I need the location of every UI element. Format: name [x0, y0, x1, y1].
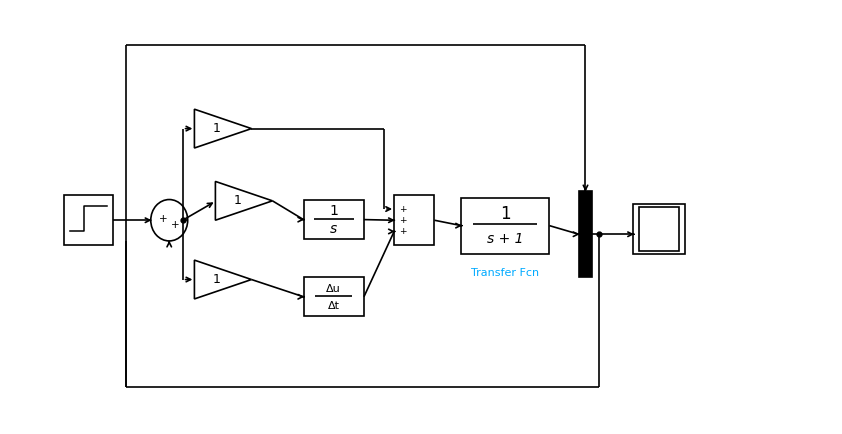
Text: 1: 1 [212, 122, 220, 135]
Bar [633, 204, 685, 253]
Text: 1: 1 [500, 204, 510, 223]
Bar [64, 195, 113, 245]
Bar [461, 197, 549, 253]
Ellipse shape [151, 200, 188, 241]
Text: 1: 1 [233, 194, 241, 207]
Polygon shape [216, 181, 273, 220]
Text: 1: 1 [329, 204, 338, 218]
Text: s: s [330, 222, 338, 236]
Text: +: + [399, 227, 407, 236]
Bar [639, 207, 679, 251]
Polygon shape [195, 260, 252, 299]
Text: Δu: Δu [327, 283, 341, 293]
Bar [303, 200, 364, 239]
Text: Δt: Δt [328, 301, 339, 311]
Bar [394, 195, 434, 245]
Text: +: + [159, 214, 168, 224]
Text: +: + [399, 216, 407, 225]
Text: 1: 1 [212, 273, 220, 286]
Polygon shape [195, 109, 252, 148]
Text: s + 1: s + 1 [487, 232, 524, 246]
Text: +: + [171, 220, 179, 230]
Text: +: + [399, 204, 407, 214]
Bar [303, 277, 364, 316]
Bar [578, 191, 592, 277]
Text: Transfer Fcn: Transfer Fcn [472, 268, 540, 278]
